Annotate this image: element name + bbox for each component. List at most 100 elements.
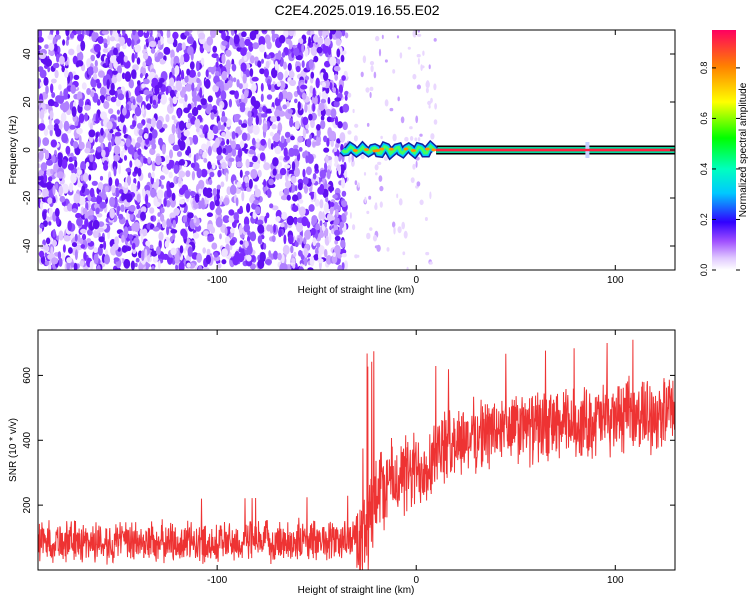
spectrogram-cell [270, 143, 274, 150]
snr-panel: -100 0 100 200 400 600 Height of straight lin… [8, 329, 676, 596]
spectrogram-cell [201, 143, 207, 151]
spectrogram-cell [271, 30, 275, 35]
spectrogram-cell [113, 166, 117, 177]
spectrogram-cell [142, 61, 147, 68]
spectrogram-cell [271, 235, 276, 243]
spectrogram-cell [334, 235, 341, 242]
spectrogram-cell [52, 184, 56, 196]
spectrogram-cell [45, 159, 54, 166]
spectrogram-cell [244, 170, 250, 176]
spectrogram-cell [354, 123, 359, 128]
spectrogram-cell [280, 223, 285, 228]
spectrogram-cell [278, 34, 286, 44]
spectrogram-cell [362, 55, 367, 64]
spectrogram-cell [40, 200, 43, 211]
spectrogram-cell [184, 93, 188, 102]
spectrogram-cell [412, 73, 417, 80]
spectrogram-cell [90, 196, 98, 203]
spectrogram-cell [342, 121, 348, 131]
spectrogram-cell [180, 69, 185, 81]
spectrogram-cell [38, 176, 44, 181]
spectrogram-cell [61, 183, 69, 194]
spectrogram-cell [42, 239, 46, 246]
spectrogram-cell [419, 199, 424, 206]
spectrogram-cell [55, 215, 60, 226]
spectrogram-cell [136, 95, 143, 103]
spectrogram-cell [61, 159, 68, 169]
spectrogram-cell [327, 97, 331, 105]
spectrogram-cell [224, 227, 228, 236]
spectrogram-cell [245, 158, 250, 169]
spectrogram-cell [60, 112, 67, 123]
spectrogram-cell [200, 98, 207, 106]
spectrogram-cell [320, 98, 327, 104]
spectrogram-cell [278, 228, 282, 238]
spectrogram-cell [335, 30, 343, 39]
spectrogram-cell [51, 257, 59, 265]
spectrogram-cell [368, 195, 372, 200]
spectrogram-cell [172, 219, 176, 228]
spectrogram-cell [57, 251, 62, 260]
snr-line [143, 498, 251, 564]
spectrogram-cell [259, 44, 266, 53]
spectrogram-cell [121, 234, 125, 243]
spectrogram-cell [64, 69, 69, 78]
spectrogram-cell [111, 185, 116, 194]
spectrogram-cell [313, 253, 320, 261]
spectrogram-cell [141, 104, 145, 115]
spectrogram-cell [221, 248, 228, 257]
spectrogram-cell [347, 92, 352, 98]
spectrogram-cell [221, 132, 226, 137]
spectrogram-cell [217, 120, 221, 131]
spectrogram-cell [210, 66, 215, 75]
spectrogram-cell [401, 221, 406, 230]
spectrogram-cell [323, 249, 328, 258]
spectrogram-cell [277, 50, 282, 61]
spectrogram-cell [139, 72, 143, 79]
spectrogram-cell [80, 228, 87, 234]
spectrogram-cell [77, 169, 82, 176]
spectrogram-cell [354, 180, 358, 186]
spectrogram-cell [221, 161, 227, 169]
spectrogram-cell [198, 265, 203, 270]
spectrogram-cell [340, 54, 345, 63]
spectrogram-cell [191, 106, 199, 117]
spectrogram-cell [115, 43, 121, 49]
spectrogram-cell [204, 78, 211, 89]
spectrogram-cell [369, 61, 375, 66]
spectrogram-cell [61, 133, 68, 144]
spectrogram-cell [232, 255, 240, 266]
spectrogram-cell [324, 236, 330, 246]
spectrogram-cell [55, 182, 59, 190]
spectrogram-cell [71, 106, 77, 117]
spectrogram-cell [109, 36, 116, 42]
spectrogram-cell [318, 251, 322, 261]
spectrogram-cell [91, 31, 97, 42]
spectrogram-cell [49, 110, 54, 120]
y-tick-label: 0 [22, 147, 33, 153]
spectrogram-cell [294, 120, 300, 130]
spectrogram-cell [114, 236, 119, 246]
spectrogram-cell [264, 68, 269, 78]
spectrogram-cell [422, 50, 425, 56]
colorbar-ticks: 0.0 0.2 0.4 0.6 0.8 [699, 62, 740, 276]
spectrogram-cell [258, 116, 262, 126]
spectrogram-cell [143, 78, 150, 85]
spectrogram-cell [75, 194, 81, 204]
spectrogram-cell [186, 36, 195, 45]
spectrogram-cell [131, 38, 135, 50]
spectrogram-cell [216, 155, 224, 160]
spectrogram-cell [95, 113, 99, 124]
spectrogram-cell [45, 237, 51, 245]
spectrogram-cell [292, 108, 296, 114]
spectrogram-cell [291, 267, 298, 270]
spectrogram-cell [51, 92, 56, 98]
spectrogram-cell [198, 32, 206, 40]
spectrogram-cell [230, 30, 235, 36]
spectrogram-cell [102, 48, 110, 53]
spectrogram-cell [283, 147, 288, 158]
spectrogram-cell [76, 217, 83, 227]
spectrogram-cell [293, 47, 300, 57]
spectrogram-cell [209, 201, 215, 211]
spectrogram-cell [187, 46, 194, 56]
